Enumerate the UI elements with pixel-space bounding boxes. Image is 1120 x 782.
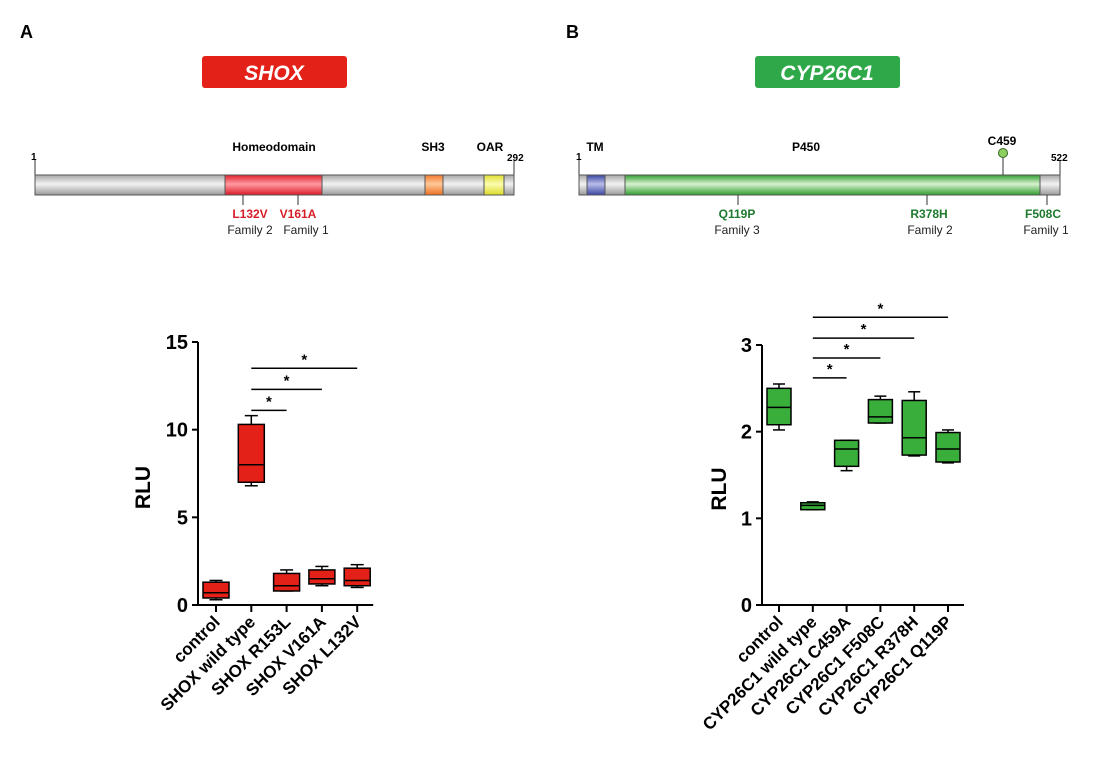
- box-plot-4: [343, 563, 371, 589]
- y-tick-label: 0: [741, 595, 752, 617]
- significance-star: *: [877, 300, 883, 317]
- family-label: Family 1: [1023, 223, 1069, 237]
- mutation-label: F508C: [1025, 207, 1061, 221]
- significance-star: *: [861, 321, 867, 338]
- sh3-label: SH3: [421, 140, 445, 154]
- y-axis-label: RLU: [708, 467, 731, 510]
- family-label: Family 2: [907, 223, 953, 237]
- oar-label: OAR: [477, 140, 504, 154]
- cyp-end-number: 522: [1051, 153, 1068, 164]
- panel-label-b: B: [566, 22, 579, 42]
- box: [867, 398, 894, 424]
- box: [202, 581, 230, 599]
- box-plot-3: [867, 395, 894, 424]
- box: [308, 569, 336, 585]
- shox-start-number: 1: [31, 152, 37, 163]
- c459-site-icon: [998, 148, 1008, 158]
- significance-star: *: [844, 341, 850, 358]
- cyp26c1-gene-label: CYP26C1: [755, 56, 900, 88]
- box-plot-3: [308, 565, 336, 587]
- p450-label: P450: [792, 140, 820, 154]
- y-tick-label: 5: [177, 507, 188, 529]
- box-plot-4: [901, 391, 927, 457]
- shox-protein-diagram: 1 292 Homeodomain SH3 OAR L132V Family 2…: [31, 140, 524, 237]
- significance-star: *: [827, 361, 833, 378]
- box: [833, 439, 860, 468]
- box-plot-0: [202, 579, 230, 601]
- cyp-tm-domain: [586, 174, 606, 196]
- mutation-label: V161A: [280, 207, 317, 221]
- tm-label: TM: [586, 140, 603, 154]
- significance-star: *: [266, 393, 272, 410]
- mutation-label: R378H: [910, 207, 947, 221]
- panel-label-a: A: [20, 22, 33, 42]
- y-tick-label: 10: [166, 420, 188, 442]
- cyp-p450-domain: [624, 174, 1041, 196]
- cyp26c1-gene-box: [755, 56, 900, 88]
- y-tick-label: 0: [177, 595, 188, 617]
- box: [766, 387, 792, 426]
- box-plot-0: [766, 383, 792, 431]
- y-tick-label: 3: [741, 335, 752, 357]
- significance-star: *: [284, 372, 290, 389]
- family-label: Family 2: [227, 223, 273, 237]
- mutation-label: L132V: [232, 207, 267, 221]
- box: [901, 399, 927, 456]
- shox-end-number: 292: [507, 153, 524, 164]
- box-plot-1: [237, 414, 266, 487]
- significance-star: *: [301, 351, 307, 368]
- y-tick-label: 2: [741, 422, 752, 444]
- box: [272, 572, 301, 592]
- box: [935, 431, 961, 463]
- box-plot-2: [272, 569, 301, 592]
- shox-homeodomain: [224, 174, 323, 196]
- box-plot-5: [935, 429, 961, 464]
- cyp26c1-protein-diagram: 1 522 TM P450 C459 Q119P Family 3 R378H …: [576, 134, 1069, 237]
- shox-gene-label: SHOX: [202, 56, 347, 88]
- shox-gene-box: [202, 56, 347, 88]
- homeodomain-label: Homeodomain: [232, 140, 315, 154]
- cyp-start-number: 1: [576, 152, 582, 163]
- y-tick-label: 15: [166, 332, 188, 354]
- family-label: Family 3: [714, 223, 760, 237]
- c459-label: C459: [988, 134, 1017, 148]
- cyp26c1-gene-name: CYP26C1: [780, 62, 873, 85]
- shox-gene-name: SHOX: [244, 62, 306, 85]
- box-plot-1: [800, 501, 826, 511]
- family-label: Family 1: [283, 223, 329, 237]
- y-axis-label: RLU: [132, 466, 155, 509]
- box: [237, 423, 266, 484]
- y-tick-label: 1: [741, 508, 752, 530]
- shox-oar-domain: [483, 174, 505, 196]
- box-plot-2: [833, 439, 860, 472]
- box: [800, 501, 826, 511]
- mutation-label: Q119P: [719, 207, 756, 221]
- box: [343, 567, 371, 587]
- shox-sh3-domain: [424, 174, 444, 196]
